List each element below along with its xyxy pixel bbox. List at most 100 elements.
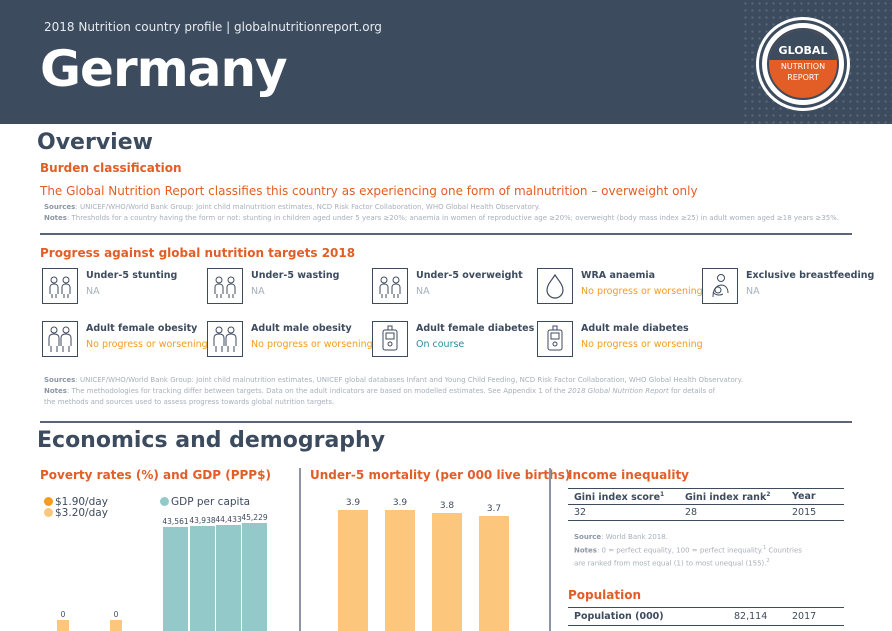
poverty-chart-title: Poverty rates (%) and GDP (PPP$)	[40, 468, 271, 482]
target-status: No progress or worsening	[581, 339, 703, 350]
target-name: Under-5 overweight	[416, 270, 523, 281]
table-rule	[568, 520, 844, 521]
section-divider	[40, 421, 852, 423]
target-name: Adult male obesity	[251, 323, 352, 334]
progress-sources: Sources: UNICEF/WHO/World Bank Group: Jo…	[44, 375, 864, 408]
gdp-label: 45,229	[241, 513, 268, 522]
table-rule	[568, 504, 844, 505]
sources-label: Sources	[44, 203, 76, 211]
logo-top-text: GLOBAL	[769, 30, 837, 60]
target-adult-female-obesity: Adult female obesity No progress or worse…	[42, 321, 208, 361]
notes-text: for details of	[668, 387, 716, 395]
gini-rank-value: 28	[685, 507, 698, 518]
target-under-5-wasting: Under-5 wasting NA	[207, 268, 367, 308]
year-header: Year	[792, 491, 816, 502]
target-status: No progress or worsening	[86, 339, 208, 350]
mortality-bar	[432, 513, 462, 631]
global-nutrition-report-logo[interactable]: GLOBAL NUTRITION REPORT	[759, 20, 847, 108]
target-status: No progress or worsening	[251, 339, 373, 350]
population-title: Population	[568, 588, 642, 602]
glucose-meter-icon	[372, 321, 408, 357]
report-subtitle: 2018 Nutrition country profile | globaln…	[44, 20, 382, 34]
mortality-label: 3.9	[392, 498, 408, 508]
logo-line-1: NUTRITION	[780, 62, 826, 71]
target-wra-anaemia: WRA anaemia No progress or worsening	[537, 268, 703, 308]
target-status: NA	[416, 286, 430, 297]
column-divider	[299, 468, 301, 631]
logo-line-2: REPORT	[787, 73, 819, 82]
section-divider	[40, 233, 852, 235]
gdp-bar	[216, 524, 241, 631]
legend-swatch	[44, 497, 53, 506]
table-rule	[568, 625, 844, 626]
target-adult-male-obesity: Adult male obesity No progress or worseni…	[207, 321, 373, 361]
blood-drop-icon	[537, 268, 573, 304]
notes-label: Notes	[44, 214, 67, 222]
column-divider	[549, 468, 551, 631]
target-under-5-overweight: Under-5 overweight NA	[372, 268, 532, 308]
mortality-bar	[479, 516, 509, 631]
header-banner: 2018 Nutrition country profile | globaln…	[0, 0, 892, 124]
burden-classification-text: The Global Nutrition Report classifies t…	[40, 184, 698, 198]
legend-190: $1.90/day	[44, 496, 108, 508]
target-name: WRA anaemia	[581, 270, 656, 281]
target-name: Adult male diabetes	[581, 323, 689, 334]
target-status: NA	[251, 286, 265, 297]
sources-text: : UNICEF/WHO/World Bank Group: Joint chi…	[75, 376, 744, 384]
gdp-label: 44,433	[215, 514, 242, 524]
source-label: Source	[574, 533, 602, 541]
overview-heading: Overview	[37, 130, 153, 155]
footnote-sup: 2	[766, 491, 771, 498]
footnote-sup: 1	[762, 545, 767, 551]
mortality-chart-title: Under-5 mortality (per 000 live births)	[310, 468, 571, 482]
notes-text: : 0 = perfect equality, 100 = perfect in…	[596, 546, 763, 555]
children-icon	[42, 268, 78, 304]
adults-icon	[42, 321, 78, 357]
target-name: Under-5 wasting	[251, 270, 340, 281]
gdp-bar	[163, 526, 188, 631]
glucose-meter-icon	[537, 321, 573, 357]
source-text: : World Bank 2018.	[601, 533, 668, 541]
mortality-bar	[385, 510, 415, 631]
country-title: Germany	[40, 40, 288, 98]
table-rule	[568, 607, 844, 608]
notes-text: Countries	[766, 546, 802, 555]
poverty-bar	[57, 620, 69, 631]
notes-text: : The methodologies for tracking differ …	[66, 387, 568, 395]
gini-score-value: 32	[574, 507, 587, 518]
notes-text: : Thresholds for a country having the fo…	[66, 214, 840, 222]
gdp-label: 43,561	[162, 516, 189, 526]
gini-score-header: Gini index score1	[574, 491, 664, 503]
target-status: NA	[746, 286, 760, 297]
gdp-label: 43,938	[189, 516, 216, 526]
target-name: Exclusive breastfeeding	[746, 270, 875, 281]
children-icon	[372, 268, 408, 304]
target-status: NA	[86, 286, 100, 297]
target-name: Adult female diabetes	[416, 323, 535, 334]
mortality-label: 3.7	[486, 504, 502, 515]
mortality-bar	[338, 510, 368, 631]
adults-icon	[207, 321, 243, 357]
legend-label: GDP per capita	[171, 496, 251, 508]
gdp-bar	[242, 523, 267, 631]
gini-year-value: 2015	[792, 507, 817, 518]
gdp-bar	[190, 526, 215, 631]
legend-320: $3.20/day	[44, 507, 108, 519]
target-under-5-stunting: Under-5 stunting NA	[42, 268, 202, 308]
gini-rank-header: Gini index rank2	[685, 491, 770, 503]
notes-text: are ranked from most equal (1) to most u…	[574, 559, 767, 568]
legend-gdp: GDP per capita	[160, 496, 250, 508]
economics-heading: Economics and demography	[37, 428, 386, 453]
footnote-sup: 2	[766, 558, 770, 565]
target-name: Adult female obesity	[86, 323, 198, 334]
target-exclusive-breastfeeding: Exclusive breastfeeding NA	[702, 268, 874, 308]
footnote-sup: 1	[660, 491, 665, 498]
sources-label: Sources	[44, 376, 76, 384]
target-status: On course	[416, 339, 465, 350]
notes-text: the methods and sources used to assess p…	[44, 398, 335, 406]
sources-text: : UNICEF/WHO/World Bank Group: Joint chi…	[75, 203, 541, 211]
target-name: Under-5 stunting	[86, 270, 178, 281]
header-label: Gini index rank	[685, 492, 767, 504]
legend-label: $1.90/day	[55, 496, 108, 508]
target-adult-female-diabetes: Adult female diabetes On course	[372, 321, 535, 361]
